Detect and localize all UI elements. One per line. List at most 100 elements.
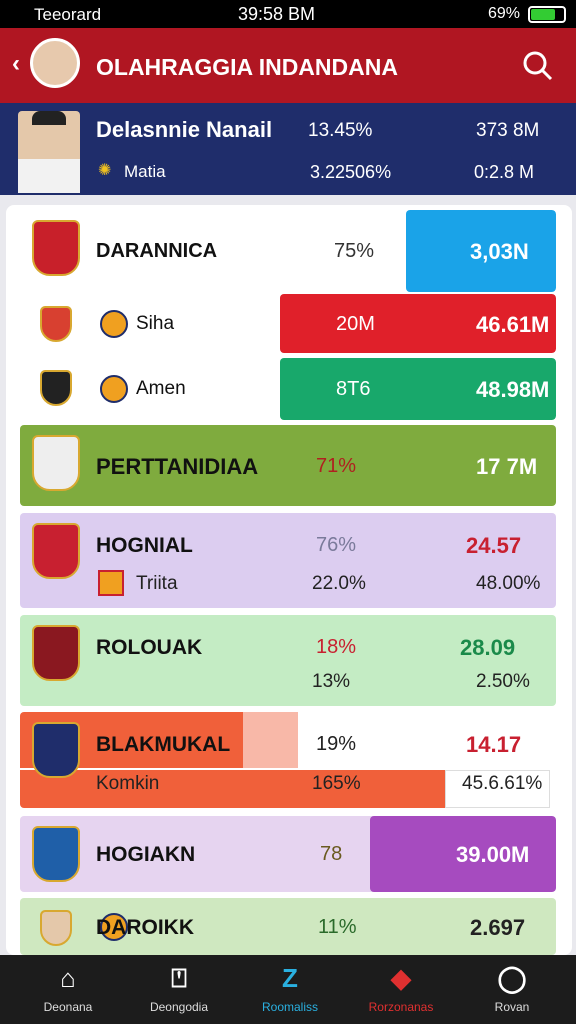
team-crest: [32, 523, 80, 579]
nav-label: Rorzonanas: [368, 1000, 434, 1014]
clock: 39:58 BM: [238, 4, 316, 24]
sub-name: Triita: [136, 573, 178, 594]
back-button[interactable]: ‹: [12, 50, 20, 77]
percent: 78: [320, 843, 343, 865]
value-box: [445, 770, 550, 808]
nav-label: Rovan: [494, 1000, 530, 1014]
team-name: ROLOUAK: [96, 636, 203, 659]
nav-label: Deongodia: [149, 1000, 209, 1014]
team-crest: [32, 826, 80, 882]
value: 14.17: [466, 732, 522, 757]
percent: 19%: [316, 733, 357, 755]
nav-icon: ⍞: [171, 963, 187, 993]
team-crest: [32, 435, 80, 491]
value-box: [280, 294, 556, 353]
percent: 8T6: [336, 378, 371, 400]
value: 48.98M: [476, 377, 550, 402]
list-row[interactable]: Siha 20M 46.61M: [20, 294, 556, 353]
highlight-bar: [20, 770, 445, 808]
stat: 3.22506%: [310, 162, 392, 182]
nav-item[interactable]: ◆ Rorzonanas: [346, 955, 456, 1024]
sub-name: Komkin: [96, 773, 160, 794]
stat: 373 8M: [476, 120, 540, 141]
sub-value: 2.50%: [476, 671, 530, 692]
list-row[interactable]: DARANNICA 75% 3,03N: [20, 210, 556, 292]
sub-icon: [98, 570, 124, 596]
search-button[interactable]: [522, 50, 554, 82]
value-box: [406, 210, 556, 292]
team-name: BLAKMUKAL: [96, 733, 231, 756]
list-row[interactable]: HOGIAKN 78 39.00M: [20, 816, 556, 892]
rows: DARANNICA 75% 3,03N Siha 20M 46.61M Amen 8T6 48.…: [20, 210, 556, 955]
list-row[interactable]: ROLOUAK 18% 28.09 13% 2.50%: [20, 615, 556, 706]
highlight-bar: [243, 712, 298, 768]
nav-item[interactable]: Z Roomaliss: [235, 955, 345, 1024]
bottom-nav: ⌂ Deonana ⍞ Deongodia Z Roomaliss ◆ Rorzonanas ◯…: [0, 955, 576, 1024]
sub-percent: 165%: [312, 773, 361, 794]
sub-percent: 13%: [312, 671, 351, 692]
value: 3,03N: [470, 239, 529, 264]
team-crest: [32, 220, 80, 276]
nav-item[interactable]: ◯ Rovan: [457, 955, 567, 1024]
battery-percent: 69%: [488, 5, 521, 22]
percent: 76%: [316, 534, 357, 556]
value: 28.09: [460, 635, 516, 660]
list-row[interactable]: BLAKMUKAL 19% 14.17 Komkin 165% 45.6.61%: [20, 712, 556, 808]
nav-icon: ⌂: [60, 963, 76, 993]
percent: 75%: [334, 240, 375, 262]
value: 2.697: [470, 914, 526, 940]
header: ‹ OLAHRAGGIA INDANDANA: [0, 28, 576, 103]
value-box: [370, 816, 556, 892]
list-row[interactable]: Amen 8T6 48.98M: [20, 358, 556, 420]
header-title: OLAHRAGGIA INDANDANA: [96, 54, 398, 80]
profile-icon: ✺: [98, 162, 112, 179]
list-row[interactable]: HOGNIAL 76% 24.57 Triita 22.0% 48.00%: [20, 513, 556, 608]
team-crest: [32, 625, 80, 681]
team-name: DAROIKK: [96, 915, 194, 939]
team-logo: [100, 912, 128, 941]
list-row[interactable]: DAROIKK 11% 2.697: [20, 898, 556, 955]
nav-icon: Z: [282, 963, 298, 993]
team-name: HOGNIAL: [96, 534, 193, 557]
team-name: DARANNICA: [96, 240, 218, 262]
sub-percent: 22.0%: [312, 573, 366, 594]
hair: [32, 111, 66, 125]
nav-item[interactable]: ⍞ Deongodia: [124, 955, 234, 1024]
value: 24.57: [466, 533, 522, 558]
nav-item[interactable]: ⌂ Deonana: [13, 955, 123, 1024]
list-row[interactable]: PERTTANIDIAA 71% 17 7M: [20, 425, 556, 506]
percent: 71%: [316, 454, 357, 477]
value-box: [280, 358, 556, 420]
percent: 18%: [316, 636, 357, 658]
percent: 11%: [318, 915, 357, 938]
team-crest: [40, 370, 72, 406]
team-crest: [40, 910, 72, 946]
team-name: PERTTANIDIAA: [96, 453, 259, 479]
battery-level: [531, 9, 555, 20]
profile-subtitle: Matia: [124, 162, 166, 181]
stat: 0:2.8 M: [474, 162, 535, 182]
team-logo: [100, 375, 128, 403]
nav-icon: ◆: [391, 963, 411, 993]
value: 17 7M: [476, 453, 538, 479]
battery-icon: [528, 6, 566, 23]
team-name: Amen: [136, 378, 186, 399]
team-crest: [40, 306, 72, 342]
carrier: Teeorard: [34, 5, 102, 24]
team-name: HOGIAKN: [96, 843, 196, 866]
profile-photo: [18, 111, 80, 193]
value: 39.00M: [456, 842, 530, 867]
sub-value: 45.6.61%: [462, 773, 543, 794]
shirt: [18, 159, 80, 193]
nav-label: Roomaliss: [261, 1000, 318, 1014]
team-name: Siha: [136, 312, 175, 334]
value: 46.61M: [476, 311, 550, 337]
status-bar: Teeorard 39:58 BM 69%: [0, 0, 576, 28]
team-logo: [100, 309, 128, 338]
avatar[interactable]: [30, 38, 80, 88]
profile-name: Delasnnie Nanail: [96, 117, 273, 142]
stat: 13.45%: [308, 120, 373, 141]
nav-icon: ◯: [497, 963, 527, 993]
